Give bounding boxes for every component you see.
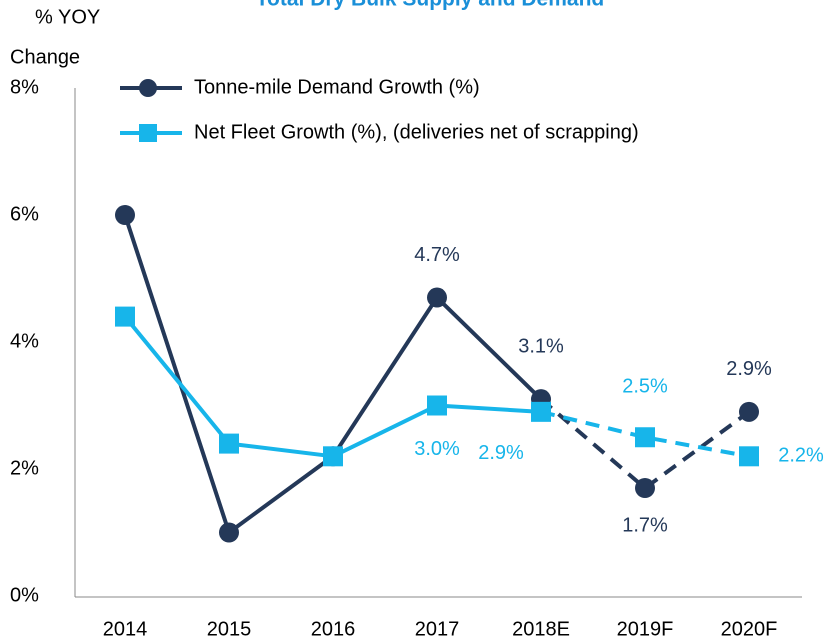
x-tick-label: 2020F xyxy=(721,618,778,640)
legend-marker xyxy=(139,124,157,142)
data-label: 3.1% xyxy=(518,335,564,357)
x-tick-label: 2017 xyxy=(415,618,460,640)
marker xyxy=(635,478,655,499)
marker xyxy=(115,205,135,225)
x-tick-label: 2014 xyxy=(103,618,148,640)
y-tick-label: 4% xyxy=(10,330,39,352)
x-tick-label: 2019F xyxy=(617,618,674,640)
marker xyxy=(115,306,135,327)
marker xyxy=(739,401,759,422)
data-label: 4.7% xyxy=(414,244,460,266)
series-line xyxy=(123,214,543,535)
legend-marker xyxy=(139,79,157,97)
marker xyxy=(427,287,447,308)
x-tick-label: 2018E xyxy=(512,618,570,640)
y-tick-label: 0% xyxy=(10,584,39,606)
legend-label: Net Fleet Growth (%), (deliveries net of… xyxy=(194,121,639,143)
marker xyxy=(531,401,551,422)
marker xyxy=(427,395,447,416)
legend-label: Tonne-mile Demand Growth (%) xyxy=(194,76,480,98)
data-label: 2.5% xyxy=(622,376,668,398)
y-tick-label: 6% xyxy=(10,203,39,225)
data-label: 2.9% xyxy=(726,358,772,380)
marker xyxy=(219,522,239,543)
data-label: 2.9% xyxy=(478,442,524,464)
y-tick-label: 8% xyxy=(10,76,39,98)
x-tick-label: 2016 xyxy=(311,618,356,640)
y-axis-label: Change xyxy=(10,46,80,68)
data-label: 3.0% xyxy=(414,438,460,460)
chart-title: Total Dry Bulk Supply and Demand xyxy=(256,0,605,11)
data-label: 2.2% xyxy=(778,445,824,467)
x-tick-label: 2015 xyxy=(207,618,252,640)
marker xyxy=(635,427,655,448)
marker xyxy=(323,446,343,467)
y-axis-label: % YOY xyxy=(35,6,100,28)
marker xyxy=(219,433,239,454)
data-label: 1.7% xyxy=(622,514,668,536)
y-tick-label: 2% xyxy=(10,457,39,479)
marker xyxy=(739,446,759,467)
series-line xyxy=(540,409,750,459)
